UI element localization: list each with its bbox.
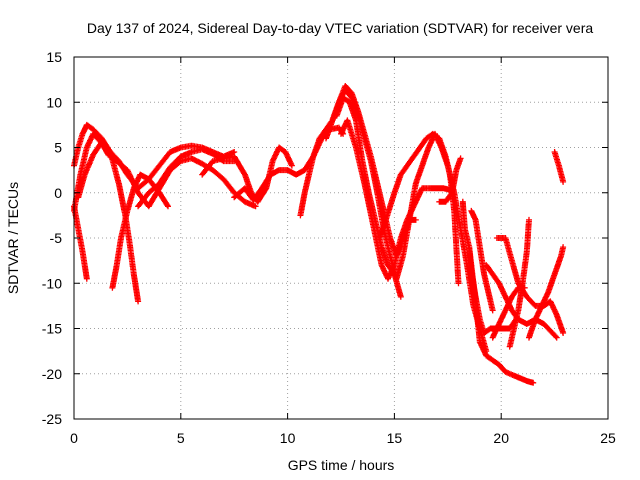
point-marker-arc-5 <box>109 171 171 291</box>
y-tick-label: 5 <box>54 140 62 156</box>
y-tick-label: -10 <box>42 275 62 291</box>
y-tick-label: -25 <box>42 411 62 427</box>
series-arc-14 <box>436 155 464 205</box>
chart-title: Day 137 of 2024, Sidereal Day-to-day VTE… <box>87 20 593 36</box>
point-marker-arc-23 <box>551 149 567 185</box>
point-marker-arc-22 <box>526 244 567 341</box>
series-arc-16 <box>468 207 496 314</box>
series-arc-17 <box>466 244 537 386</box>
point-marker-arc-17 <box>466 244 537 386</box>
point-marker-arc-21 <box>506 216 532 350</box>
x-tick-label: 20 <box>493 430 509 446</box>
point-marker-arc-4 <box>75 139 142 305</box>
y-tick-label: -5 <box>50 230 63 246</box>
y-tick-label: -15 <box>42 321 62 337</box>
x-tick-label: 15 <box>387 430 403 446</box>
series-arc-4 <box>75 139 142 305</box>
point-marker-arc-16 <box>468 207 496 314</box>
axis-ticks: 0 5 10 15 20 25 -25 -20 -15 -10 -5 0 5 10 15 <box>42 49 616 446</box>
series-arc-5 <box>109 171 171 291</box>
y-axis-label: SDTVAR / TECUs <box>5 182 21 294</box>
x-tick-label: 25 <box>600 430 616 446</box>
y-tick-label: 15 <box>46 49 62 65</box>
series-arc-23 <box>551 149 567 185</box>
series-arc-12 <box>338 117 453 282</box>
series-arc-21 <box>506 216 532 350</box>
x-tick-label: 0 <box>70 430 78 446</box>
series-arc-22 <box>526 244 567 341</box>
x-axis-label: GPS time / hours <box>288 457 395 473</box>
y-tick-label: -20 <box>42 366 62 382</box>
data-points <box>71 83 567 386</box>
y-tick-label: 10 <box>46 94 62 110</box>
point-marker-arc-14 <box>436 155 464 205</box>
x-tick-label: 5 <box>177 430 185 446</box>
x-tick-label: 10 <box>280 430 296 446</box>
y-tick-label: 0 <box>54 185 62 201</box>
point-marker-arc-12 <box>338 117 453 282</box>
